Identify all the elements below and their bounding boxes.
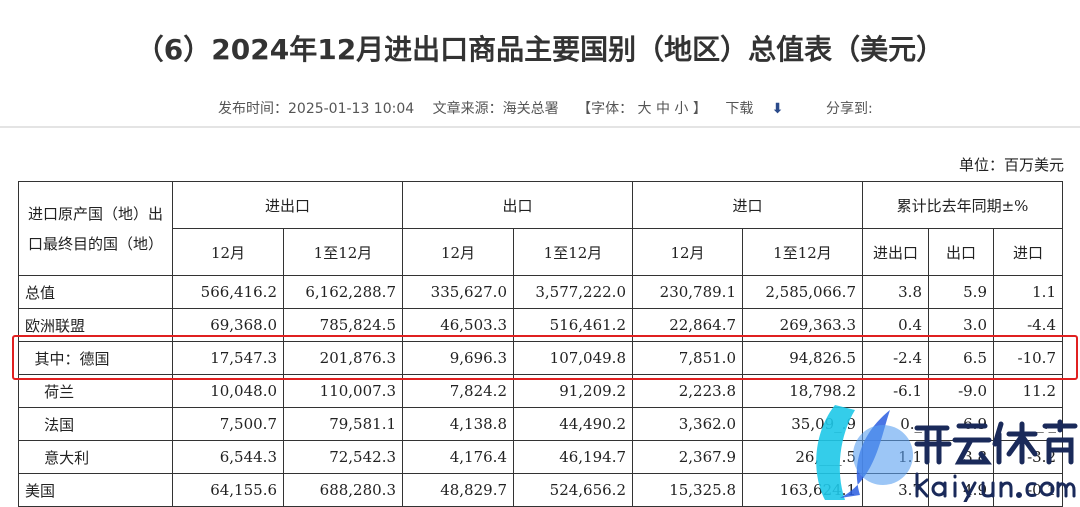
value-cell: 7,824.2 [402, 374, 514, 408]
value-cell: 9,696.3 [402, 341, 514, 375]
header-ytd: 1至12月 [283, 228, 403, 276]
value-cell: 5.9 [928, 275, 994, 309]
header-total: 进出口 [172, 181, 403, 229]
country-cell: 美国 [18, 473, 173, 507]
share-label: 分享到: [825, 101, 873, 117]
download-icon: ⬇ [771, 101, 784, 117]
table-row: 其中：德国 17,547.3 201,876.3 9,696.3 107,049.8 7,… [18, 341, 1063, 375]
value-cell: -9.0 [928, 374, 994, 408]
header-yoy-total: 进出口 [862, 228, 929, 276]
value-cell: 64,155.6 [172, 473, 284, 507]
table-row: 荷兰 10,048.0 110,007.3 7,824.2 91,209.2 2,223.… [18, 374, 1063, 408]
value-cell: 1.1 [862, 440, 929, 474]
value-cell: 94,826.5 [742, 341, 863, 375]
value-cell: 26,___.5 [742, 440, 863, 474]
value-cell: 2,223.8 [632, 374, 743, 408]
table-row: 美国 64,155.6 688,280.3 48,829.7 524,656.2 15,3… [18, 473, 1063, 507]
country-cell: 总值 [18, 275, 173, 309]
value-cell: 3,577,222.0 [513, 275, 633, 309]
header-export: 出口 [402, 181, 633, 229]
value-cell: 3,362.0 [632, 407, 743, 441]
value-cell: 48,829.7 [402, 473, 514, 507]
value-cell: 0._ [862, 407, 929, 441]
value-cell: 3.8 [862, 275, 929, 309]
header-dec: 12月 [632, 228, 743, 276]
value-cell: 7,851.0 [632, 341, 743, 375]
value-cell: 107,049.8 [513, 341, 633, 375]
country-cell: 意大利 [18, 440, 173, 474]
value-cell: 0.4 [862, 308, 929, 342]
value-cell: 269,363.3 [742, 308, 863, 342]
unit-label: 单位：百万美元 [958, 156, 1064, 174]
value-cell: 69,368.0 [172, 308, 284, 342]
value-cell: 35,09_.9 [742, 407, 863, 441]
value-cell: -4.4 [993, 308, 1063, 342]
value-cell: 2,367.9 [632, 440, 743, 474]
country-cell: 法国 [18, 407, 173, 441]
value-cell: -2.4 [862, 341, 929, 375]
trade-table: 进口原产国（地）出口最终目的国（地） 进出口 出口 进口 累计比去年同期±% 1… [18, 181, 1063, 507]
font-size-selector[interactable]: 【字体： 大 中 小 】 [577, 101, 707, 117]
value-cell: -6.1 [862, 374, 929, 408]
download-link[interactable]: 下载 ⬇ [725, 101, 784, 117]
value-cell: 516,461.2 [513, 308, 633, 342]
header-yoy: 累计比去年同期±% [862, 181, 1063, 229]
value-cell: 79,581.1 [283, 407, 403, 441]
country-cell: 欧洲联盟 [18, 308, 173, 342]
value-cell: 46,194.7 [513, 440, 633, 474]
value-cell: 335,627.0 [402, 275, 514, 309]
value-cell: 91,209.2 [513, 374, 633, 408]
table-row: 意大利 6,544.3 72,542.3 4,176.4 46,194.7 2,367.9… [18, 440, 1063, 474]
header-country: 进口原产国（地）出口最终目的国（地） [18, 181, 173, 276]
value-cell: -10.7 [993, 341, 1063, 375]
value-cell: 11.2 [993, 374, 1063, 408]
value-cell: 2,585,066.7 [742, 275, 863, 309]
value-cell: 18,798.2 [742, 374, 863, 408]
value-cell: 566,416.2 [172, 275, 284, 309]
value-cell: 46,503.3 [402, 308, 514, 342]
header-yoy-import: 进口 [993, 228, 1063, 276]
header-import: 进口 [632, 181, 863, 229]
value-cell: 4,176.4 [402, 440, 514, 474]
table-row: 总值 566,416.2 6,162,288.7 335,627.0 3,577,222… [18, 275, 1063, 309]
table-row: 法国 7,500.7 79,581.1 4,138.8 44,490.2 3,362.0 3… [18, 407, 1063, 441]
header-dec: 12月 [172, 228, 284, 276]
value-cell: 230,789.1 [632, 275, 743, 309]
value-cell: 22,864.7 [632, 308, 743, 342]
country-cell: 其中：德国 [18, 341, 173, 375]
value-cell: 201,876.3 [283, 341, 403, 375]
value-cell: 3.0 [928, 308, 994, 342]
divider [0, 126, 1080, 128]
header-ytd: 1至12月 [513, 228, 633, 276]
table-row: 欧洲联盟 69,368.0 785,824.5 46,503.3 516,461.2 22… [18, 308, 1063, 342]
value-cell: 6.9 [928, 407, 994, 441]
value-cell: _._ [993, 407, 1063, 441]
value-cell: 785,824.5 [283, 308, 403, 342]
value-cell: 10,048.0 [172, 374, 284, 408]
value-cell: 6.5 [928, 341, 994, 375]
value-cell: 44,490.2 [513, 407, 633, 441]
value-cell: 72,542.3 [283, 440, 403, 474]
value-cell: 6,162,288.7 [283, 275, 403, 309]
page-title: （6）2024年12月进出口商品主要国别（地区）总值表（美元） [135, 33, 945, 66]
value-cell: 17,547.3 [172, 341, 284, 375]
value-cell: 110,007.3 [283, 374, 403, 408]
header-yoy-export: 出口 [928, 228, 994, 276]
header-ytd: 1至12月 [742, 228, 863, 276]
article-meta: 发布时间：2025-01-13 10:04 文章来源：海关总署 【字体： 大 中… [218, 98, 887, 118]
value-cell: 6,544.3 [172, 440, 284, 474]
source: 文章来源：海关总署 [432, 101, 559, 117]
country-cell: 荷兰 [18, 374, 173, 408]
value-cell: 7,500.7 [172, 407, 284, 441]
publish-time: 发布时间：2025-01-13 10:04 [218, 101, 415, 117]
header-dec: 12月 [402, 228, 514, 276]
value-cell: -3.2 [993, 440, 1063, 474]
value-cell: 3.8 [928, 440, 994, 474]
value-cell: 4,138.8 [402, 407, 514, 441]
value-cell: 1.1 [993, 275, 1063, 309]
